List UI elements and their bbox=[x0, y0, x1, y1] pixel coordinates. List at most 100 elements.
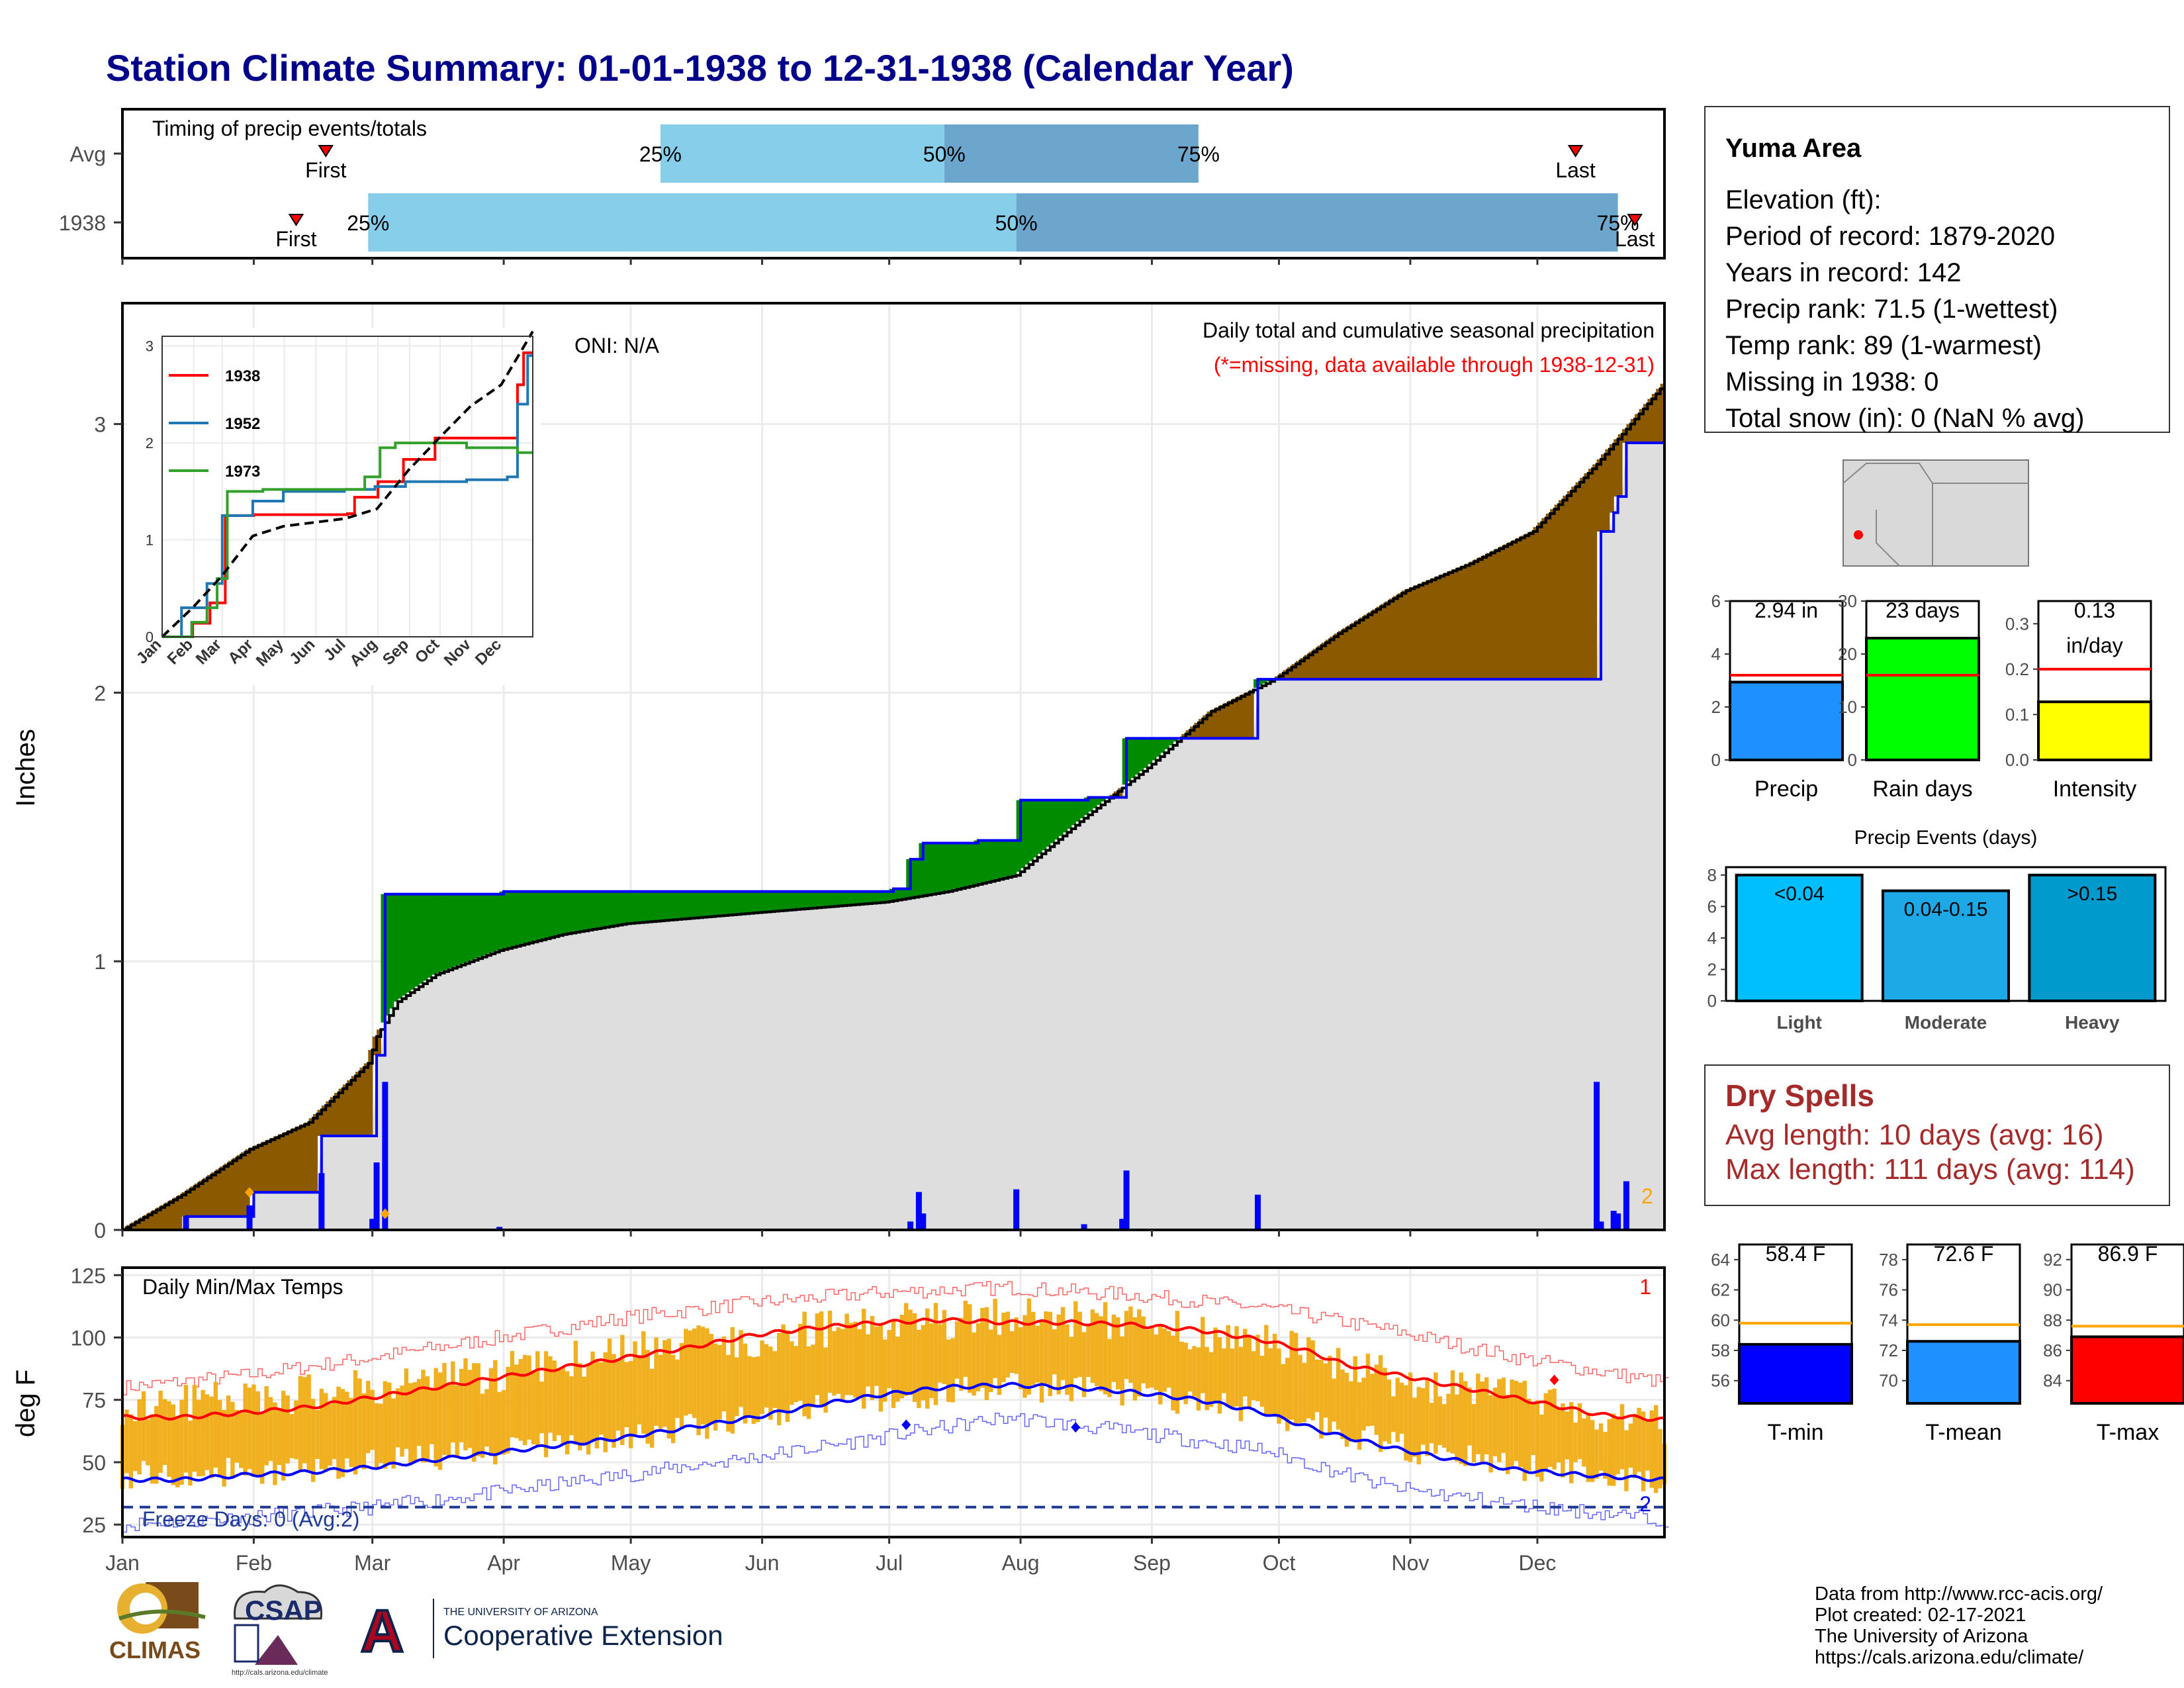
temp-daily-range-bar bbox=[366, 1381, 371, 1454]
temp-daily-range-bar bbox=[1145, 1329, 1150, 1389]
precip-deficit-area bbox=[1198, 719, 1203, 739]
temp-daily-range-bar bbox=[684, 1329, 688, 1416]
precip-surplus-area bbox=[482, 894, 488, 956]
temp-month-label: Nov bbox=[1391, 1551, 1429, 1575]
precip-surplus-area bbox=[783, 891, 788, 910]
precip-surplus-area bbox=[774, 891, 780, 912]
temp-daily-range-bar bbox=[1162, 1328, 1167, 1392]
temp-daily-range-bar bbox=[1128, 1306, 1133, 1383]
timing-q50-label: 50% bbox=[923, 142, 966, 166]
precip-surplus-area bbox=[978, 840, 983, 884]
temp-daily-range-bar bbox=[488, 1368, 494, 1456]
precip-surplus-area bbox=[766, 891, 771, 912]
precip-surplus-area bbox=[541, 891, 547, 939]
precip-surplus-area bbox=[745, 891, 750, 914]
timing-bar-q25-q50 bbox=[368, 193, 1017, 252]
precip-deficit-area bbox=[1626, 424, 1631, 444]
temp-daily-range-bar bbox=[1166, 1331, 1171, 1388]
precip-surplus-area bbox=[821, 891, 827, 908]
temp-daily-range-bar bbox=[963, 1300, 968, 1377]
inset-y-tick-label: 1 bbox=[146, 532, 154, 549]
temp-daily-range-bar bbox=[1412, 1397, 1417, 1457]
temp-daily-range-bar bbox=[294, 1400, 298, 1460]
precip-deficit-area bbox=[190, 1186, 195, 1217]
temp-daily-range-bar bbox=[612, 1354, 616, 1448]
temp-daily-range-bar bbox=[141, 1391, 146, 1461]
temp-daily-range-bar bbox=[1285, 1358, 1290, 1431]
temp-daily-range-bar bbox=[624, 1362, 629, 1428]
precip-surplus-area bbox=[1054, 800, 1060, 840]
precip-surplus-area bbox=[1063, 800, 1068, 833]
temp-daily-range-bar bbox=[1543, 1393, 1548, 1471]
temp-daily-range-bar bbox=[1649, 1410, 1654, 1488]
temp-daily-range-bar bbox=[192, 1385, 197, 1472]
temp-daily-range-bar bbox=[1238, 1346, 1244, 1421]
locator-map-bg bbox=[1843, 459, 2029, 567]
precip-surplus-area bbox=[999, 840, 1005, 878]
precip-summary-2-tick-label: 0.2 bbox=[2005, 659, 2029, 679]
precip-surplus-area bbox=[859, 891, 864, 904]
precip-summary-1-tick-label: 30 bbox=[1838, 591, 1857, 611]
temp-daily-range-bar bbox=[239, 1412, 244, 1468]
precip-surplus-area bbox=[516, 891, 522, 945]
precip-surplus-area bbox=[804, 891, 809, 909]
precip-deficit-area bbox=[1439, 574, 1445, 680]
temp-daily-range-bar bbox=[425, 1376, 430, 1462]
precip-surplus-area bbox=[1156, 738, 1161, 757]
precip-deficit-area bbox=[1647, 399, 1653, 444]
precip-summary-0-tick-label: 6 bbox=[1711, 591, 1721, 611]
temp-daily-range-bar bbox=[1552, 1388, 1557, 1470]
precip-surplus-area bbox=[1134, 738, 1140, 775]
temp-daily-range-bar bbox=[751, 1357, 756, 1425]
precip-deficit-area bbox=[313, 1113, 318, 1193]
precip-surplus-area bbox=[622, 891, 627, 924]
precip-deficit-area bbox=[1567, 491, 1572, 680]
precip-surplus-area bbox=[986, 840, 991, 882]
station-years: Years in record: 142 bbox=[1725, 258, 1962, 287]
temp-daily-range-bar bbox=[340, 1389, 345, 1477]
temp-daily-range-bar bbox=[277, 1409, 282, 1466]
precip-surplus-area bbox=[1261, 679, 1267, 684]
precip-y-tick-label: 2 bbox=[94, 681, 106, 705]
precip-surplus-area bbox=[660, 891, 665, 921]
temp-daily-range-bar bbox=[1344, 1372, 1349, 1447]
precip-events-bar bbox=[1882, 889, 2010, 1003]
temp-daily-range-bar bbox=[1099, 1316, 1103, 1391]
temp-daily-range-bar bbox=[700, 1327, 705, 1425]
precip-surplus-area bbox=[563, 891, 568, 934]
temp-daily-range-bar bbox=[933, 1303, 938, 1405]
timing-q50-label: 50% bbox=[995, 211, 1038, 235]
precip-surplus-area bbox=[813, 891, 818, 908]
temp-daily-range-bar bbox=[1535, 1400, 1540, 1477]
temp-daily-range-bar bbox=[1158, 1326, 1163, 1405]
temp-daily-range-bar bbox=[1179, 1341, 1184, 1399]
precip-deficit-area bbox=[148, 1212, 153, 1230]
precip-deficit-area bbox=[1461, 565, 1466, 680]
precip-surplus-area bbox=[825, 891, 831, 907]
precip-deficit-area bbox=[1367, 612, 1373, 680]
precip-surplus-area bbox=[1169, 738, 1174, 745]
temp-daily-range-bar bbox=[1505, 1395, 1510, 1474]
precip-daily-bar bbox=[246, 1205, 253, 1231]
precip-surplus-area bbox=[779, 891, 784, 911]
precip-summary-1-bar bbox=[1865, 637, 1980, 761]
temp-daily-range-bar bbox=[1582, 1418, 1586, 1467]
temp-daily-range-bar bbox=[840, 1329, 845, 1402]
temp-daily-range-bar bbox=[315, 1410, 320, 1459]
precip-summary-2-value: 0.13 bbox=[2074, 598, 2115, 622]
precip-surplus-area bbox=[686, 891, 691, 919]
temp-daily-range-bar bbox=[188, 1421, 193, 1486]
precip-deficit-area bbox=[1541, 518, 1547, 680]
temp-daily-range-bar bbox=[1052, 1329, 1057, 1375]
temp-daily-range-bar bbox=[328, 1403, 332, 1466]
temp-summary-0: 56 58 60 62 64 58.4 F T-min bbox=[1711, 1242, 1853, 1445]
precip-deficit-area bbox=[1448, 571, 1453, 680]
inset-y-tick-label: 0 bbox=[146, 629, 154, 645]
precip-surplus-area bbox=[1084, 797, 1089, 816]
temp-daily-range-bar bbox=[281, 1390, 286, 1481]
precip-deficit-area bbox=[292, 1128, 297, 1193]
precip-surplus-area bbox=[1130, 738, 1136, 778]
precip-surplus-area bbox=[457, 894, 462, 965]
temp-daily-range-bar bbox=[1298, 1354, 1302, 1423]
precip-surplus-area bbox=[872, 891, 877, 903]
